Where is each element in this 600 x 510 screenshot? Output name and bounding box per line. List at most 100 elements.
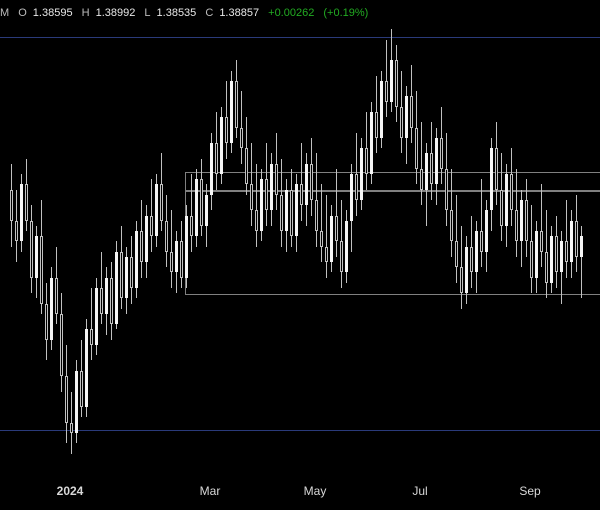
- candle: [510, 24, 513, 464]
- x-tick-label: Sep: [519, 484, 540, 498]
- candle: [215, 24, 218, 464]
- candle: [185, 24, 188, 464]
- candle: [210, 24, 213, 464]
- candle: [180, 24, 183, 464]
- candle: [55, 24, 58, 464]
- candle: [355, 24, 358, 464]
- candle: [480, 24, 483, 464]
- candle: [70, 24, 73, 464]
- candle: [460, 24, 463, 464]
- open-label: O: [18, 7, 27, 19]
- candle: [115, 24, 118, 464]
- candle: [65, 24, 68, 464]
- candle: [75, 24, 78, 464]
- candle: [255, 24, 258, 464]
- timeframe-label: M: [0, 7, 9, 19]
- candle: [415, 24, 418, 464]
- candle: [340, 24, 343, 464]
- candle: [145, 24, 148, 464]
- candle: [275, 24, 278, 464]
- candle: [175, 24, 178, 464]
- candle: [525, 24, 528, 464]
- candle: [575, 24, 578, 464]
- candle: [270, 24, 273, 464]
- candle: [450, 24, 453, 464]
- candle: [10, 24, 13, 464]
- candle: [325, 24, 328, 464]
- candle: [330, 24, 333, 464]
- x-axis: 2024MarMayJulSep: [0, 468, 600, 508]
- candle: [465, 24, 468, 464]
- candle: [425, 24, 428, 464]
- high-label: H: [82, 7, 90, 19]
- candle: [235, 24, 238, 464]
- ohlc-header: M O1.38595 H1.38992 L1.38535 C1.38857 +0…: [0, 4, 600, 22]
- candle: [400, 24, 403, 464]
- low-label: L: [144, 7, 150, 19]
- candle: [545, 24, 548, 464]
- candle: [280, 24, 283, 464]
- candle: [430, 24, 433, 464]
- candle: [285, 24, 288, 464]
- candle: [35, 24, 38, 464]
- candle: [160, 24, 163, 464]
- candle: [370, 24, 373, 464]
- candle: [15, 24, 18, 464]
- candle: [150, 24, 153, 464]
- change-value: +0.00262: [268, 7, 314, 19]
- candle: [475, 24, 478, 464]
- candle: [555, 24, 558, 464]
- candle: [25, 24, 28, 464]
- candle: [455, 24, 458, 464]
- candle: [495, 24, 498, 464]
- candle: [45, 24, 48, 464]
- candle: [140, 24, 143, 464]
- candle: [395, 24, 398, 464]
- candle: [515, 24, 518, 464]
- candle: [40, 24, 43, 464]
- candle: [190, 24, 193, 464]
- candle: [310, 24, 313, 464]
- x-tick-label: Mar: [200, 484, 221, 498]
- candle: [90, 24, 93, 464]
- candle: [320, 24, 323, 464]
- candle: [440, 24, 443, 464]
- candle: [530, 24, 533, 464]
- candle: [335, 24, 338, 464]
- open-value: 1.38595: [33, 7, 73, 19]
- candle: [345, 24, 348, 464]
- x-tick-label: 2024: [57, 484, 84, 498]
- candle: [130, 24, 133, 464]
- candle: [120, 24, 123, 464]
- candle: [20, 24, 23, 464]
- candle: [30, 24, 33, 464]
- candle: [230, 24, 233, 464]
- candle: [155, 24, 158, 464]
- candle: [505, 24, 508, 464]
- price-chart[interactable]: [0, 24, 600, 464]
- candle: [360, 24, 363, 464]
- candle: [260, 24, 263, 464]
- candle: [435, 24, 438, 464]
- candle: [500, 24, 503, 464]
- x-tick-label: May: [304, 484, 327, 498]
- candle: [265, 24, 268, 464]
- candle: [295, 24, 298, 464]
- candle: [580, 24, 583, 464]
- candle: [375, 24, 378, 464]
- candle: [170, 24, 173, 464]
- candle: [570, 24, 573, 464]
- candle: [240, 24, 243, 464]
- candle: [350, 24, 353, 464]
- candle: [410, 24, 413, 464]
- candle: [80, 24, 83, 464]
- candle: [560, 24, 563, 464]
- candle: [100, 24, 103, 464]
- candle: [300, 24, 303, 464]
- candle: [225, 24, 228, 464]
- low-value: 1.38535: [157, 7, 197, 19]
- candle: [110, 24, 113, 464]
- candle: [520, 24, 523, 464]
- candle: [540, 24, 543, 464]
- candle: [95, 24, 98, 464]
